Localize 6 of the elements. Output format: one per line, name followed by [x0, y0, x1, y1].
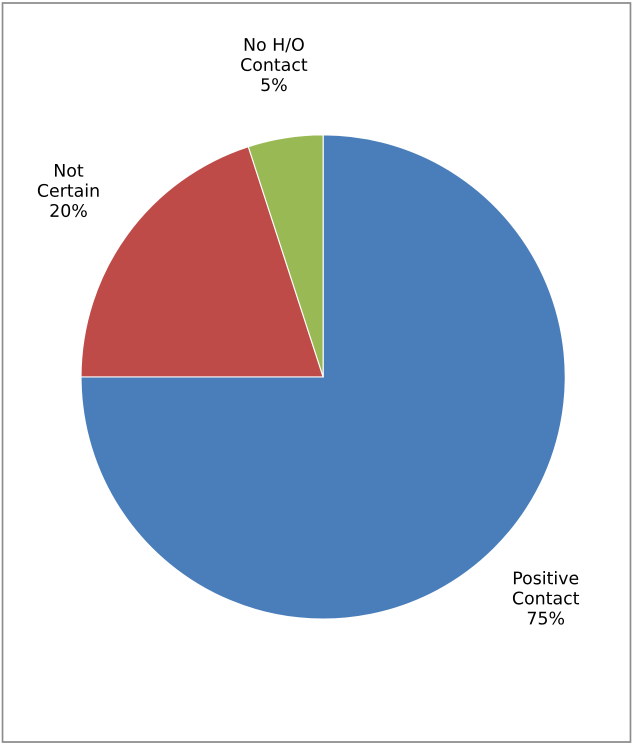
data-label: 20% [50, 204, 87, 218]
slice-label: No H/O Contact [241, 38, 308, 72]
slice-label: Not Certain [38, 164, 99, 197]
data-label: 5% [261, 78, 287, 92]
data-label: 75% [528, 612, 564, 625]
slice-label: Positive Contact [512, 571, 580, 605]
